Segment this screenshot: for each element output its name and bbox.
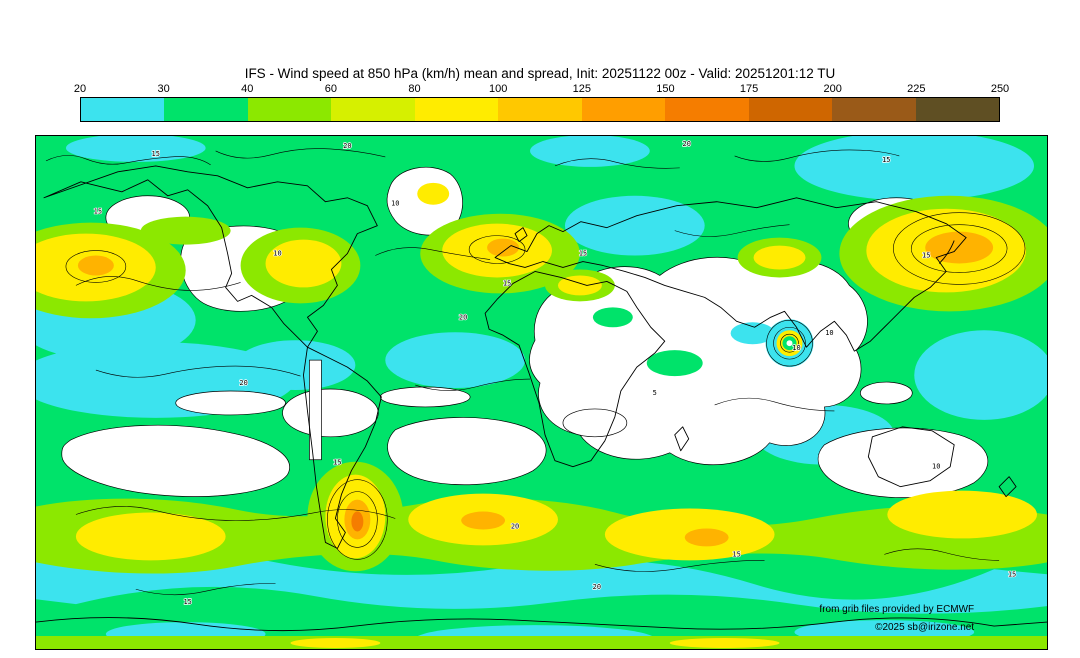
colorbar-segments [80, 97, 1000, 122]
colorbar-tick-label: 125 [572, 83, 591, 95]
contour-spread-label: 15 [183, 598, 191, 606]
contour-spread-label: 10 [391, 200, 399, 208]
colorbar-tick-label: 175 [739, 83, 759, 95]
shading-holes [592, 307, 775, 377]
colorbar-segment [247, 98, 332, 121]
contour-spread-label: 10 [273, 250, 281, 258]
contour-spread-label: 20 [593, 583, 601, 591]
colorbar-segment [414, 98, 499, 121]
colorbar-tick-label: 80 [408, 83, 421, 95]
contour-spread-label: 20 [343, 142, 351, 150]
contour-spread-label: 15 [94, 208, 102, 216]
colorbar-tick-label: 225 [907, 83, 926, 95]
contour-spread-label: 20 [511, 522, 519, 530]
credits-ecmwf: from grib files provided by ECMWF [819, 604, 974, 615]
contour-spread-label: 5 [653, 389, 657, 397]
contour-spread-label: 15 [1008, 570, 1016, 578]
contour-spread-label: 20 [459, 313, 467, 321]
spread-contours [45, 148, 1026, 596]
contour-spread-label: 10 [792, 344, 800, 352]
page-title: IFS - Wind speed at 850 hPa (km/h) mean … [244, 66, 836, 81]
contour-spread-label: 15 [732, 550, 740, 558]
colorbar-tick-label: 150 [656, 83, 675, 95]
wind-map: 15 20 20 15 15 10 15 20 15 10 10 15 20 15 15 10 20 15 15 20… [35, 135, 1048, 650]
contour-spread-label: 15 [579, 250, 587, 258]
contour-spread-label: 10 [932, 463, 940, 471]
cyclone-feature [765, 319, 814, 368]
colorbar-tick-label: 60 [324, 83, 338, 95]
colorbar-segment [498, 98, 582, 121]
contour-spread-label: 20 [683, 140, 691, 148]
contour-spread-label: 15 [333, 459, 341, 467]
contour-labels: 15 20 20 15 15 10 15 20 15 10 10 15 20 15 15 10 20 15 15 20… [93, 139, 1017, 607]
colorbar-segment [81, 98, 165, 121]
colorbar-segment [331, 98, 415, 121]
colorbar-segment [581, 98, 666, 121]
contour-spread-label: 15 [152, 150, 160, 158]
colorbar-segment [665, 98, 749, 121]
credits-copyright: ©2025 sb@irizone.net [875, 622, 974, 633]
colorbar-tick-label: 100 [488, 83, 508, 95]
colorbar-segment [915, 98, 999, 121]
colorbar-segment [748, 98, 833, 121]
colorbar-segment [164, 98, 248, 121]
colorbar-tick-label: 20 [73, 83, 87, 95]
colorbar-tick-label: 40 [241, 83, 254, 95]
coastlines [36, 165, 1047, 632]
contour-spread-label: 15 [882, 156, 890, 164]
contour-spread-label: 10 [825, 329, 833, 337]
contour-spread-label: 15 [922, 252, 930, 260]
contour-spread-label: 15 [503, 279, 511, 287]
colorbar-tick-label: 30 [157, 83, 170, 95]
colorbar-tick-label: 250 [990, 83, 1010, 95]
wind-map-canvas: 15 20 20 15 15 10 15 20 15 10 10 15 20 15 15 10 20 15 15 20… [36, 136, 1047, 649]
colorbar-tick-label: 200 [823, 83, 842, 95]
colorbar-segment [832, 98, 916, 121]
colorbar-ticks: 20 30 40 60 80 100 125 150 175 200 225 250 [74, 83, 1009, 96]
contour-spread-label: 20 [239, 379, 247, 387]
